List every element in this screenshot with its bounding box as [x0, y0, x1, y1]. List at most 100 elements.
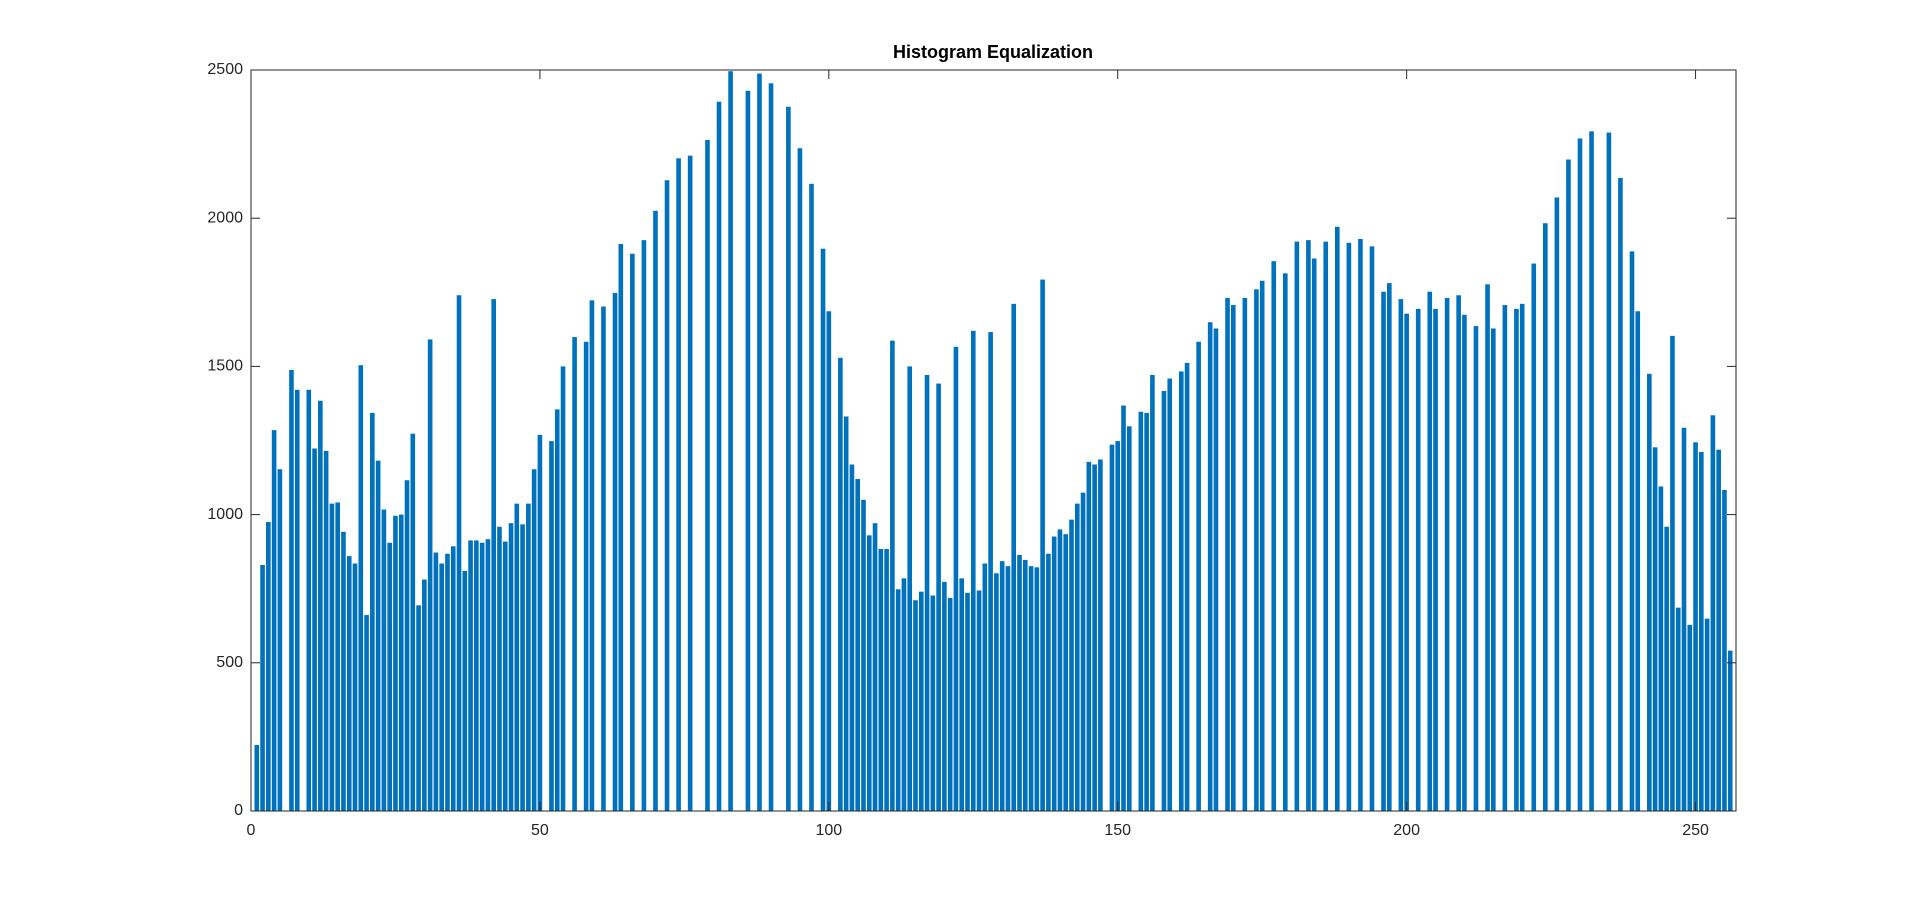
bar	[965, 592, 970, 811]
bar	[1543, 223, 1548, 812]
bar	[1271, 261, 1277, 812]
bar	[508, 523, 514, 811]
bar	[1005, 566, 1011, 811]
bar	[352, 563, 358, 811]
bar	[1034, 567, 1040, 811]
bar	[381, 509, 387, 811]
bar	[1022, 559, 1028, 811]
bar	[745, 90, 751, 812]
bar	[306, 389, 312, 811]
bar	[884, 548, 889, 811]
bar	[664, 180, 670, 811]
bar	[1398, 299, 1404, 811]
bar	[1150, 374, 1155, 811]
bar	[375, 460, 381, 811]
bar	[479, 542, 485, 811]
bar	[1404, 313, 1409, 811]
bar	[1652, 447, 1658, 811]
bar	[1178, 371, 1184, 811]
bar	[988, 332, 993, 811]
bar	[289, 369, 294, 811]
bar	[653, 210, 658, 812]
bar	[942, 581, 947, 811]
bar	[1693, 442, 1698, 811]
bar	[450, 546, 456, 811]
bar	[329, 503, 335, 811]
bar	[358, 365, 364, 811]
bar	[427, 339, 433, 811]
bar	[1647, 373, 1652, 811]
bar	[1491, 328, 1496, 811]
bar	[1456, 295, 1461, 811]
bar	[1502, 305, 1508, 811]
bar	[554, 409, 560, 811]
bar	[861, 499, 866, 811]
bar	[907, 366, 913, 811]
x-tick-label: 150	[1104, 822, 1131, 839]
bar	[855, 479, 861, 811]
bar	[1063, 534, 1069, 811]
bar	[924, 374, 930, 811]
chart-title: Histogram Equalization	[893, 42, 1093, 62]
bar	[1040, 279, 1045, 811]
bar	[1242, 297, 1248, 811]
bar	[757, 73, 762, 811]
bar	[1074, 503, 1080, 811]
bar	[959, 578, 965, 811]
bar	[612, 292, 618, 811]
bar	[1629, 251, 1635, 812]
bar	[1046, 553, 1051, 811]
bar	[560, 366, 566, 811]
bar	[1080, 492, 1086, 811]
bar	[618, 243, 624, 811]
bar	[1433, 308, 1438, 811]
bar	[1213, 328, 1219, 811]
bar	[999, 561, 1005, 811]
bar	[445, 553, 450, 811]
bar	[878, 548, 884, 811]
bar	[341, 531, 346, 811]
bar	[520, 524, 525, 811]
bar	[346, 556, 352, 811]
bar	[531, 469, 537, 811]
bar	[1196, 341, 1201, 811]
bar	[1687, 624, 1693, 811]
y-tick-label: 2500	[207, 61, 243, 78]
bar	[1577, 138, 1583, 812]
bar	[1069, 519, 1074, 811]
bar	[404, 480, 410, 811]
bar	[953, 346, 959, 811]
bar	[1415, 308, 1421, 811]
bar	[1092, 464, 1097, 811]
bar	[1086, 461, 1092, 811]
bar	[687, 155, 693, 811]
x-tick-label: 50	[531, 822, 549, 839]
bar	[502, 541, 508, 811]
bar	[1519, 303, 1525, 811]
bar	[901, 578, 907, 811]
y-tick-label: 500	[216, 654, 243, 671]
bar	[497, 526, 502, 811]
bar	[918, 591, 924, 811]
bar	[1306, 240, 1311, 811]
bar	[572, 337, 577, 811]
bar	[491, 299, 496, 811]
bar	[277, 469, 283, 811]
bar	[468, 540, 473, 811]
bar	[895, 589, 901, 811]
bar	[1514, 308, 1519, 811]
bar	[820, 248, 826, 812]
bar	[1184, 362, 1190, 811]
bar	[462, 570, 468, 811]
bar	[947, 597, 953, 811]
bar	[456, 295, 462, 811]
bar	[485, 539, 491, 811]
bar	[797, 148, 803, 811]
bar	[866, 535, 872, 811]
bar	[1485, 284, 1490, 811]
bar	[318, 400, 323, 811]
bar	[474, 540, 479, 811]
bar	[768, 83, 774, 811]
bar	[514, 503, 520, 811]
bar	[601, 306, 606, 811]
